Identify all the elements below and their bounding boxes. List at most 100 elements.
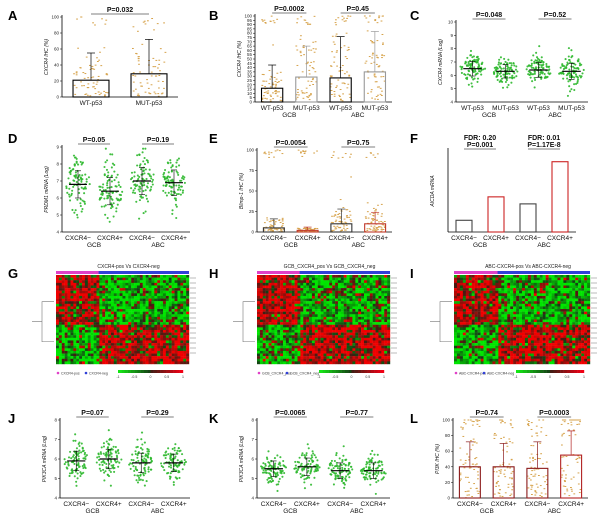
heatmap-cell xyxy=(259,329,263,333)
heatmap-cell xyxy=(329,340,333,344)
data-point xyxy=(112,215,115,218)
heatmap-cell xyxy=(257,353,261,357)
heatmap-cell xyxy=(82,293,86,297)
heatmap-cell xyxy=(90,311,94,315)
heatmap-cell xyxy=(119,280,123,284)
heatmap-cell xyxy=(352,314,356,318)
data-point xyxy=(475,72,478,75)
data-point xyxy=(370,91,373,93)
heatmap-cell xyxy=(317,340,321,344)
data-point xyxy=(342,93,344,95)
heatmap-cell xyxy=(369,343,373,346)
heatmap-cell xyxy=(162,361,167,365)
heatmap-cell xyxy=(320,335,324,339)
heatmap-cell xyxy=(61,350,65,354)
heatmap-cell xyxy=(277,288,281,291)
heatmap-cell xyxy=(271,332,275,336)
heatmap-cell xyxy=(274,282,278,286)
heatmap-cell xyxy=(142,293,146,297)
heatmap-cell xyxy=(381,285,385,289)
heatmap-cell xyxy=(162,309,167,312)
heatmap-cell xyxy=(113,337,117,341)
heatmap-cell xyxy=(162,314,167,318)
heatmap-cell xyxy=(311,306,316,310)
heatmap-cell xyxy=(268,275,272,278)
heatmap-cell xyxy=(171,309,175,312)
heatmap-cell xyxy=(168,335,172,339)
heatmap-cell xyxy=(174,327,178,331)
heatmap-cell xyxy=(148,327,152,331)
heatmap-cell xyxy=(61,295,65,299)
data-point xyxy=(140,85,143,87)
heatmap-cell xyxy=(79,301,83,304)
heatmap-cell xyxy=(277,309,281,312)
heatmap-cell xyxy=(320,290,324,294)
heatmap-cell xyxy=(462,275,467,278)
heatmap-cell xyxy=(58,303,62,307)
heatmap-cell xyxy=(369,327,373,331)
heatmap-cell xyxy=(102,290,106,294)
data-point xyxy=(106,197,109,200)
heatmap-cell xyxy=(378,316,382,320)
data-point xyxy=(341,222,344,224)
heatmap-cell xyxy=(352,309,356,312)
heatmap-cell xyxy=(102,295,106,299)
heatmap-cell xyxy=(366,275,370,278)
heatmap-cell xyxy=(145,348,149,352)
y-tick-label: 0 xyxy=(251,230,254,235)
heatmap-cell xyxy=(165,340,169,344)
heatmap-cell xyxy=(369,288,373,291)
data-point xyxy=(382,224,385,226)
heatmap-cell xyxy=(177,319,181,323)
data-point xyxy=(175,216,178,220)
heatmap-cell xyxy=(145,337,149,341)
heatmap-cell xyxy=(285,329,290,333)
data-point xyxy=(367,77,370,79)
heatmap-cell xyxy=(363,345,368,349)
heatmap-cell xyxy=(76,343,80,346)
heatmap-cell xyxy=(174,350,178,354)
heatmap-cell xyxy=(67,295,71,299)
heatmap-cell xyxy=(297,324,301,328)
heatmap-cell xyxy=(329,332,333,336)
heatmap-cell xyxy=(297,356,301,359)
heatmap-cell xyxy=(294,314,298,318)
data-point xyxy=(176,159,179,162)
heatmap-cell xyxy=(99,306,103,310)
heatmap-cell xyxy=(340,324,344,328)
heatmap-cell xyxy=(145,335,149,339)
heatmap-cell xyxy=(262,327,266,331)
heatmap-cell xyxy=(93,282,97,286)
heatmap-cell xyxy=(157,293,161,297)
heatmap-cell xyxy=(116,298,120,302)
color-scale-cell xyxy=(351,370,355,373)
heatmap-cell xyxy=(303,280,307,284)
heatmap-cell xyxy=(277,298,281,302)
heatmap-cell xyxy=(131,319,135,323)
heatmap-cell xyxy=(288,353,292,357)
data-point xyxy=(478,70,481,73)
heatmap-cell xyxy=(116,332,120,336)
heatmap-cell xyxy=(58,309,62,312)
heatmap-cell xyxy=(102,277,106,281)
heatmap-cell xyxy=(274,343,278,346)
heatmap-cell xyxy=(99,343,103,346)
heatmap-cell xyxy=(180,340,184,344)
data-point xyxy=(576,60,580,63)
heatmap-cell xyxy=(105,324,109,328)
heatmap-cell xyxy=(108,361,112,365)
p-value-label: P=0.0002 xyxy=(274,6,304,13)
heatmap-cell xyxy=(372,335,376,339)
heatmap-cell xyxy=(317,335,321,339)
heatmap-cell xyxy=(329,301,333,304)
color-scale-cell xyxy=(328,370,333,373)
heatmap-cell xyxy=(372,311,376,315)
heatmap-cell xyxy=(363,332,368,336)
heatmap-cell xyxy=(128,316,132,320)
heatmap-cell xyxy=(177,327,181,331)
heatmap-cell xyxy=(268,303,272,307)
heatmap-cell xyxy=(148,311,152,315)
heatmap-cell xyxy=(317,332,321,336)
heatmap-cell xyxy=(82,327,86,331)
data-point xyxy=(531,80,534,83)
